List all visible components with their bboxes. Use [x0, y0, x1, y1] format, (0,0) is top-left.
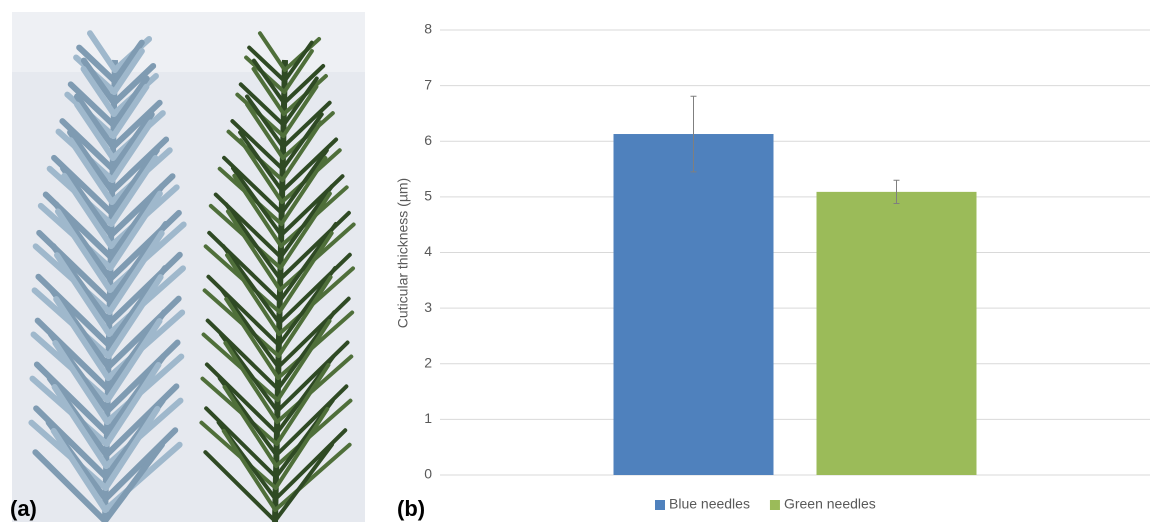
bar — [614, 134, 774, 475]
y-tick-label: 1 — [424, 410, 432, 426]
bar — [817, 192, 977, 475]
figure: (a) (b) Cuticular thickness (µm) 0 1 2 3 4 5 6… — [0, 0, 1150, 522]
y-tick-label: 3 — [424, 299, 432, 315]
page: {"panel_labels": ["(a)", "(b)"], "chart_… — [0, 0, 1150, 522]
y-axis-label: Cuticular thickness (µm) — [395, 178, 411, 328]
y-tick-label: 5 — [424, 188, 432, 204]
y-tick-label: 4 — [424, 243, 432, 259]
y-tick-label: 0 — [424, 466, 432, 482]
legend-swatch — [770, 500, 780, 510]
chart: 0 1 2 3 4 5 6 7 8 Blue needles Green needles — [424, 21, 1150, 512]
panel-label: (a) — [10, 496, 37, 521]
legend-swatch — [655, 500, 665, 510]
needle-photo — [12, 12, 365, 522]
y-tick-label: 2 — [424, 354, 432, 370]
y-tick-label: 7 — [424, 76, 432, 92]
y-tick-label: 8 — [424, 21, 432, 37]
legend-label: Green needles — [784, 496, 876, 512]
y-tick-label: 6 — [424, 132, 432, 148]
panel-label: (b) — [397, 496, 425, 521]
legend-label: Blue needles — [669, 496, 750, 512]
